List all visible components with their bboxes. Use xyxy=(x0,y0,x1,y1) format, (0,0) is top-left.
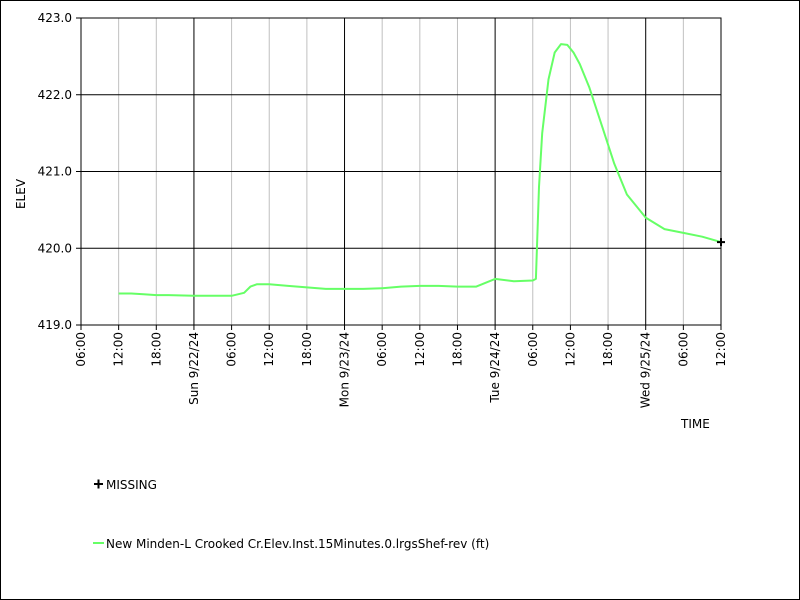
y-tick-label: 419.0 xyxy=(38,318,72,332)
x-tick-label: 12:00 xyxy=(112,332,126,367)
x-tick-label: Wed 9/25/24 xyxy=(639,332,653,408)
series-layer xyxy=(118,43,722,297)
y-axis-ticks: 423.0 422.0 421.0 420.0 419.0 xyxy=(38,11,81,332)
x-tick-label: Tue 9/24/24 xyxy=(488,332,502,404)
x-tick-label: Sun 9/22/24 xyxy=(187,332,201,405)
legend-label-series: New Minden-L Crooked Cr.Elev.Inst.15Minu… xyxy=(106,537,489,551)
x-tick-label: 18:00 xyxy=(149,332,163,367)
x-tick-label: 18:00 xyxy=(300,332,314,367)
x-tick-label: 12:00 xyxy=(413,332,427,367)
y-axis-label: ELEV xyxy=(14,178,28,209)
x-tick-label: 18:00 xyxy=(450,332,464,367)
series-line xyxy=(118,43,722,297)
y-tick-label: 422.0 xyxy=(38,88,72,102)
x-axis-ticks: 06:00 12:00 18:00 Sun 9/22/24 06:00 12:00 18:0… xyxy=(74,325,728,408)
plus-icon xyxy=(94,479,103,489)
missing-point-marker xyxy=(717,238,725,247)
x-tick-label: 18:00 xyxy=(601,332,615,367)
x-axis-label: TIME xyxy=(680,417,710,431)
x-tick-label: 06:00 xyxy=(375,332,389,367)
x-tick-label: 12:00 xyxy=(563,332,577,367)
major-grid xyxy=(81,17,721,326)
x-tick-label: 06:00 xyxy=(74,332,88,367)
y-tick-label: 421.0 xyxy=(38,165,72,179)
legend-item-missing: MISSING xyxy=(94,478,157,492)
x-tick-label: 12:00 xyxy=(262,332,276,367)
x-tick-label: Mon 9/23/24 xyxy=(338,332,352,407)
x-tick-label: 06:00 xyxy=(225,332,239,367)
x-tick-label: 12:00 xyxy=(714,332,728,367)
legend-item-series: New Minden-L Crooked Cr.Elev.Inst.15Minu… xyxy=(93,537,489,551)
legend-label-missing: MISSING xyxy=(106,478,157,492)
y-tick-label: 420.0 xyxy=(38,241,72,255)
legend: MISSING New Minden-L Crooked Cr.Elev.Ins… xyxy=(93,478,489,551)
y-tick-label: 423.0 xyxy=(38,11,72,25)
x-tick-label: 06:00 xyxy=(676,332,690,367)
x-tick-label: 06:00 xyxy=(526,332,540,367)
